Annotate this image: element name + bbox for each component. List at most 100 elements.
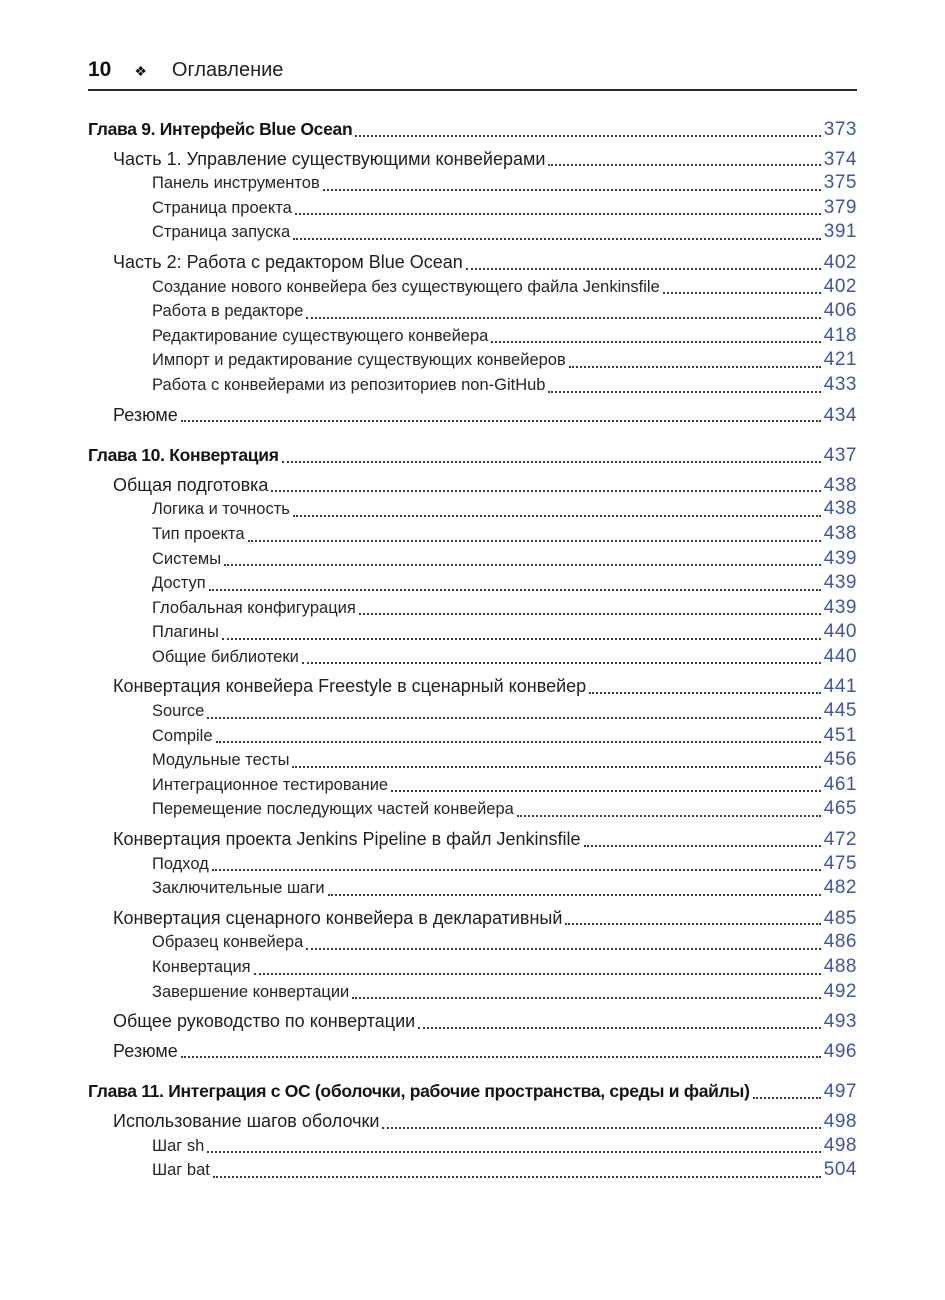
toc-page-number: 379: [823, 196, 857, 218]
toc-entry-label: Резюме: [113, 1040, 178, 1061]
dot-leader: [491, 341, 821, 344]
toc-page-number: 475: [823, 852, 857, 874]
dot-leader: [327, 893, 821, 896]
toc-row: Интеграционное тестирование 461: [88, 773, 857, 798]
dot-leader: [207, 716, 821, 719]
toc-entry-label: Конвертация: [152, 958, 251, 976]
toc-page-number: 445: [823, 700, 857, 722]
toc-entry-label: Тип проекта: [152, 524, 245, 543]
toc-row: Конвертация конвейера Freestyle в сценар…: [88, 674, 857, 699]
toc-entry-label: Завершение конвертации: [152, 982, 350, 1001]
toc-page-number: 456: [823, 749, 857, 771]
toc-row: Редактирование существующего конвейера 4…: [88, 324, 857, 349]
folio-page-number: 10: [88, 58, 112, 81]
dot-leader: [583, 844, 821, 847]
toc-entry-label: Логика и точность: [152, 500, 290, 519]
toc-row: Глава 11. Интеграция с ОС (оболочки, раб…: [88, 1079, 857, 1104]
toc-entry-label: Импорт и редактирование существующих кон…: [152, 351, 566, 370]
toc-page-number: 498: [823, 1110, 857, 1132]
toc-entry-label: Модульные тесты: [152, 751, 290, 770]
toc-row: Часть 2: Работа с редактором Blue Ocean …: [88, 250, 857, 275]
dot-leader: [589, 692, 821, 695]
toc-page-number: 441: [823, 676, 857, 698]
toc-page-number: 439: [823, 596, 857, 618]
dot-leader: [292, 514, 821, 517]
toc-entry-label: Глава 10. Конвертация: [88, 445, 279, 466]
toc-page-number: 496: [823, 1040, 857, 1062]
dot-leader: [247, 539, 821, 542]
toc-row: Плагины 440: [88, 620, 857, 645]
page-header: 10 ❖ Оглавление: [88, 0, 857, 82]
toc-page-number: 498: [823, 1134, 857, 1156]
toc-page-number: 504: [823, 1159, 857, 1181]
toc-row: Конвертация проекта Jenkins Pipeline в ф…: [88, 827, 857, 852]
dot-leader: [221, 637, 821, 640]
toc-row: Создание нового конвейера без существующ…: [88, 275, 857, 300]
dot-leader: [281, 460, 821, 463]
toc-entry-label: Доступ: [152, 574, 206, 593]
toc-entry-label: Часть 1. Управление существующими конвей…: [113, 148, 546, 169]
toc-page-number: 421: [823, 349, 857, 371]
toc-row: Подход 475: [88, 852, 857, 877]
toc-entry-label: Общее руководство по конвертации: [113, 1011, 416, 1032]
toc-page-number: 406: [823, 300, 857, 322]
toc-entry-label: Общая подготовка: [113, 474, 269, 495]
toc-row: Тип проекта 438: [88, 522, 857, 547]
toc-row: Модульные тесты 456: [88, 748, 857, 773]
dot-leader: [565, 923, 821, 926]
toc-entry-label: Использование шагов оболочки: [113, 1110, 380, 1131]
toc-entry-label: Заключительные шаги: [152, 879, 325, 898]
toc-entry-label: Создание нового конвейера без существующ…: [152, 277, 660, 296]
toc-row: Общая подготовка 438: [88, 473, 857, 498]
toc-row: Логика и точность 438: [88, 497, 857, 522]
dot-leader: [293, 237, 821, 240]
toc-entry-label: Перемещение последующих частей конвейера: [152, 800, 514, 819]
dot-leader: [212, 1175, 821, 1178]
toc-entry-label: Работа в редакторе: [152, 302, 304, 321]
toc-page-number: 486: [823, 931, 857, 953]
toc-entry-label: Шаг bat: [152, 1161, 210, 1180]
toc-entry-label: Интеграционное тестирование: [152, 775, 389, 794]
toc-entry-label: Работа с конвейерами из репозиториев non…: [152, 375, 546, 394]
toc-row: Использование шагов оболочки 498: [88, 1109, 857, 1134]
dot-leader: [306, 316, 821, 319]
toc-entry-label: Образец конвейера: [152, 933, 304, 952]
dot-leader: [208, 588, 821, 591]
toc-entry-label: Системы: [152, 549, 222, 568]
toc-page-number: 375: [823, 172, 857, 194]
toc-page-number: 488: [823, 956, 857, 977]
dot-leader: [568, 365, 821, 368]
toc-page-number: 493: [823, 1011, 857, 1033]
toc-entry-label: Резюме: [113, 404, 178, 425]
toc-page-number: 485: [823, 907, 857, 929]
toc-page-number: 472: [823, 829, 857, 851]
toc-row: Глава 10. Конвертация 437: [88, 443, 857, 468]
dot-leader: [211, 869, 821, 872]
toc-page-number: 433: [823, 373, 857, 395]
toc-row: Завершение конвертации 492: [88, 980, 857, 1005]
dot-leader: [418, 1026, 821, 1029]
toc-entry-label: Глава 11. Интеграция с ОС (оболочки, раб…: [88, 1081, 750, 1102]
toc-row: Конвертация 488: [88, 955, 857, 980]
dot-leader: [382, 1126, 821, 1129]
toc-page-number: 438: [823, 522, 857, 544]
dot-leader: [548, 390, 821, 393]
toc-row: Доступ 439: [88, 571, 857, 596]
toc-entry-label: Панель инструментов: [152, 174, 320, 193]
toc-page-number: 451: [823, 724, 857, 746]
toc-page-number: 434: [823, 404, 857, 426]
toc-row: Шаг bat 504: [88, 1158, 857, 1183]
toc-page-number: 461: [823, 773, 857, 795]
toc-page-number: 440: [823, 621, 857, 643]
toc-page-number: 439: [823, 547, 857, 569]
dot-leader: [352, 997, 821, 1000]
dot-leader: [355, 134, 821, 137]
toc-entry-label: Редактирование существующего конвейера: [152, 326, 489, 345]
toc-entry-label: Compile: [152, 726, 213, 745]
toc-page-number: 391: [823, 221, 857, 243]
toc-page-number: 438: [823, 498, 857, 520]
dot-leader: [306, 948, 821, 950]
toc-row: Работа в редакторе 406: [88, 299, 857, 324]
toc-row: Source 445: [88, 699, 857, 724]
dot-leader: [391, 790, 821, 793]
